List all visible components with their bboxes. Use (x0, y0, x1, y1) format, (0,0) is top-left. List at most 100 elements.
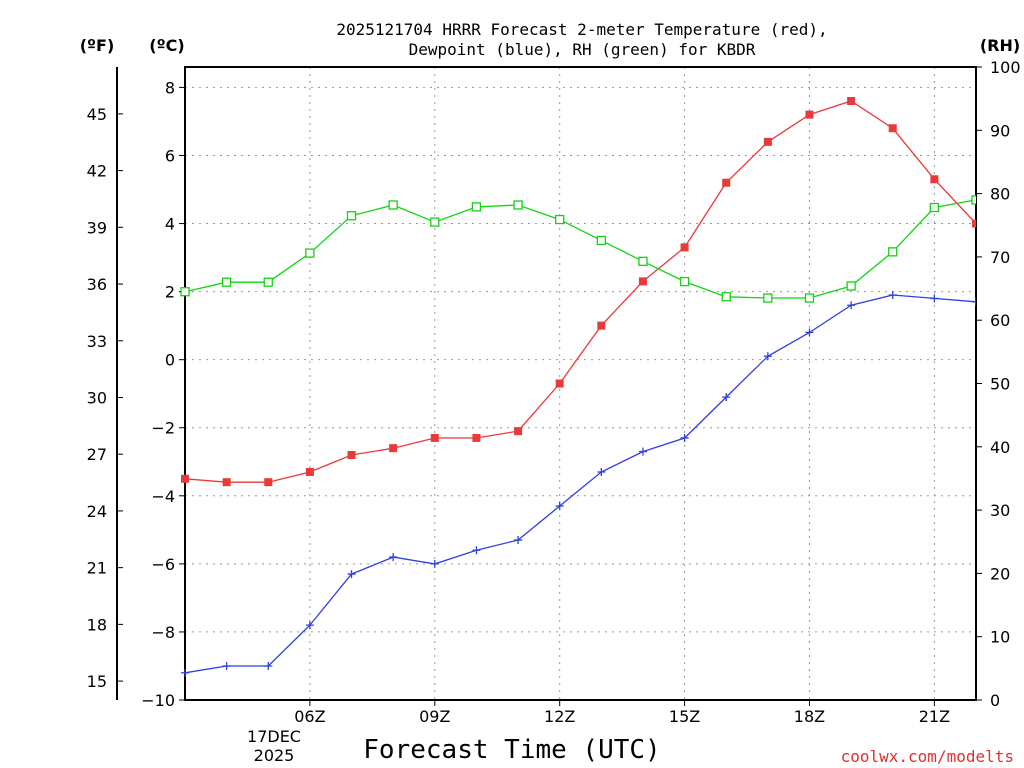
rh-axis-unit: (RH) (980, 36, 1020, 55)
dewpoint-point (389, 553, 398, 562)
celsius-tick-label: 0 (165, 351, 175, 370)
x-tick-label: 06Z (294, 707, 325, 726)
fahrenheit-tick-label: 21 (87, 559, 107, 578)
fahrenheit-tick-label: 42 (87, 162, 107, 181)
rh-tick-label: 50 (990, 375, 1010, 394)
celsius-tick-label: −10 (141, 691, 175, 710)
rh-point (513, 200, 523, 210)
dewpoint-point (555, 502, 564, 511)
rh-point (888, 247, 898, 257)
dewpoint-point (805, 328, 814, 337)
date-label-year: 2025 (254, 746, 295, 765)
rh-point (596, 235, 606, 246)
rh-point (180, 287, 190, 297)
temperature-point (638, 277, 647, 286)
date-label-day: 17DEC (247, 727, 301, 746)
fahrenheit-tick-label: 39 (87, 218, 107, 237)
temperature-point (972, 219, 976, 228)
rh-point (471, 202, 482, 212)
temperature-point (181, 474, 189, 483)
x-tick-label: 12Z (544, 707, 575, 726)
dewpoint-point (680, 433, 689, 442)
rh-series (180, 195, 976, 303)
rh-tick-label: 30 (990, 501, 1010, 520)
celsius-tick-label: 2 (165, 283, 175, 302)
temperature-point (722, 178, 731, 187)
dewpoint-point (638, 447, 647, 456)
celsius-tick-label: −6 (151, 555, 175, 574)
data-series (180, 97, 976, 677)
temperature-point (847, 97, 856, 106)
fahrenheit-tick-label: 36 (87, 275, 107, 294)
temperature-point (305, 467, 314, 476)
rh-line (184, 199, 976, 299)
temperature-point (430, 433, 439, 442)
celsius-tick-label: 6 (165, 146, 175, 165)
dewpoint-point (222, 661, 231, 670)
rh-point (263, 277, 273, 287)
temperature-point (597, 321, 606, 330)
axes: −10−8−6−4−202468151821242730333639424501… (87, 58, 1021, 726)
temperature-point (514, 427, 523, 436)
plot-frame (184, 66, 977, 701)
fahrenheit-tick-label: 24 (87, 502, 107, 521)
rh-tick-label: 20 (990, 564, 1010, 583)
temperature-point (805, 110, 814, 119)
temperature-point (264, 478, 273, 487)
temperature-point (389, 444, 398, 453)
dewpoint-point (930, 294, 939, 303)
celsius-tick-label: −8 (151, 623, 175, 642)
temperature-line (184, 100, 976, 483)
fahrenheit-tick-label: 33 (87, 332, 107, 351)
x-tick-label: 21Z (919, 707, 950, 726)
chart-title-line-2: Dewpoint (blue), RH (green) for KBDR (409, 40, 756, 59)
rh-tick-label: 10 (990, 628, 1010, 647)
dewpoint-point (722, 393, 731, 402)
x-tick-label: 18Z (794, 707, 825, 726)
dewpoint-point (597, 467, 606, 476)
dewpoint-series (181, 291, 976, 677)
rh-tick-label: 40 (990, 438, 1010, 457)
dewpoint-line (184, 294, 976, 674)
celsius-tick-label: 4 (165, 215, 175, 234)
fahrenheit-axis-unit: (ºF) (80, 36, 115, 55)
rh-point (763, 293, 773, 303)
rh-tick-label: 60 (990, 311, 1010, 330)
rh-point (721, 292, 731, 302)
rh-tick-label: 70 (990, 248, 1010, 267)
temperature-point (888, 124, 897, 133)
dewpoint-point (472, 546, 481, 555)
rh-point (638, 256, 648, 266)
rh-tick-label: 0 (990, 691, 1000, 710)
rh-point (929, 202, 940, 213)
celsius-tick-label: −2 (151, 419, 175, 438)
rh-tick-label: 100 (990, 58, 1021, 77)
fahrenheit-tick-label: 15 (87, 672, 107, 691)
dewpoint-point (430, 559, 439, 568)
rh-tick-label: 90 (990, 121, 1010, 140)
grid-lines (185, 67, 976, 701)
rh-point (430, 217, 440, 227)
credit-link[interactable]: coolwx.com/modelts (841, 747, 1014, 766)
rh-point (679, 276, 690, 287)
dewpoint-point (847, 301, 856, 310)
fahrenheit-tick-label: 18 (87, 615, 107, 634)
temperature-point (680, 243, 689, 252)
rh-point (804, 293, 815, 303)
fahrenheit-tick-label: 30 (87, 388, 107, 407)
celsius-tick-label: −4 (151, 487, 175, 506)
fahrenheit-tick-label: 27 (87, 445, 107, 464)
chart-title-line-1: 2025121704 HRRR Forecast 2-meter Tempera… (336, 20, 827, 39)
temperature-point (222, 478, 231, 487)
dewpoint-point (888, 291, 897, 300)
rh-point (305, 248, 315, 258)
dewpoint-point (763, 352, 772, 361)
dewpoint-point (305, 621, 314, 630)
celsius-tick-label: 8 (165, 78, 175, 97)
dewpoint-point (264, 661, 273, 670)
temperature-point (347, 450, 356, 459)
x-tick-label: 15Z (669, 707, 700, 726)
temperature-point (472, 433, 481, 442)
dewpoint-point (972, 297, 976, 306)
